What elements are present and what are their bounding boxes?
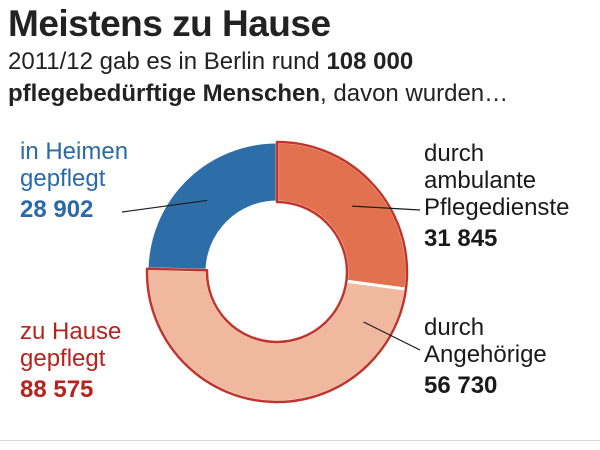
label-in-heimen: in Heimen gepflegt 28 902 xyxy=(20,138,180,225)
label-ambulant-line3: Pflegedienste xyxy=(424,194,570,221)
slice-ambulante-pflegedienste xyxy=(275,140,409,291)
subtitle-bold-total: 108 000 pflegebedürftige Menschen xyxy=(8,48,414,107)
label-angehoerige-value: 56 730 xyxy=(424,372,498,399)
label-ambulant-value: 31 845 xyxy=(424,225,498,252)
subtitle-text-1: 2011/12 gab es in Berlin rund xyxy=(8,48,327,75)
label-in-heimen-value: 28 902 xyxy=(20,196,94,223)
label-ambulante-pflegedienste: durch ambulante Pflegedienste 31 845 xyxy=(424,140,599,254)
label-zu-hause-line1: zu Hause xyxy=(20,318,122,345)
label-zu-hause: zu Hause gepflegt 88 575 xyxy=(20,318,180,405)
label-in-heimen-line2: gepflegt xyxy=(20,165,106,192)
chart-title: Meistens zu Hause xyxy=(8,3,331,44)
label-zu-hause-value: 88 575 xyxy=(20,376,94,403)
leader-line-ambulant xyxy=(352,205,421,211)
label-angehoerige-line2: Angehörige xyxy=(424,341,547,368)
chart-subtitle: 2011/12 gab es in Berlin rund 108 000 pf… xyxy=(8,46,598,110)
label-angehoerige-line1: durch xyxy=(424,314,485,341)
donut-slices xyxy=(145,140,409,404)
subtitle-text-2: , davon wurden… xyxy=(320,80,509,107)
slice-angehoerige xyxy=(145,267,408,404)
label-ambulant-line2: ambulante xyxy=(424,167,537,194)
zu-hause-group-outline xyxy=(145,140,409,404)
leader-lines xyxy=(121,199,421,351)
leader-line-angehoerige xyxy=(363,321,421,351)
leader-line-heime xyxy=(121,199,208,213)
label-ambulant-line1: durch xyxy=(424,140,485,167)
bottom-divider xyxy=(0,440,600,441)
label-in-heimen-line1: in Heimen xyxy=(20,138,129,165)
label-zu-hause-line2: gepflegt xyxy=(20,345,106,372)
slice-in-heimen xyxy=(145,140,279,272)
label-angehoerige: durch Angehörige 56 730 xyxy=(424,314,599,401)
